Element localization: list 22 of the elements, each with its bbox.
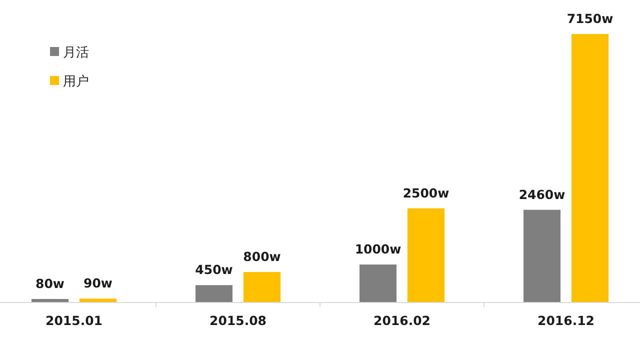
data-label: 800w bbox=[243, 249, 282, 264]
bar bbox=[408, 208, 444, 302]
data-label: 80w bbox=[36, 276, 65, 291]
bar bbox=[80, 298, 116, 302]
data-label: 2460w bbox=[518, 186, 566, 202]
x-tick-label: 2016.02 bbox=[374, 313, 430, 328]
x-tick-label: 2016.12 bbox=[538, 313, 594, 328]
bar bbox=[244, 272, 280, 302]
bar bbox=[524, 210, 560, 302]
data-label: 1000w bbox=[354, 242, 402, 257]
data-label: 2500w bbox=[402, 185, 450, 200]
bar bbox=[32, 299, 68, 302]
data-label: 7150w bbox=[566, 11, 614, 26]
bar bbox=[196, 285, 232, 302]
bar bbox=[360, 264, 396, 302]
data-label: 90w bbox=[84, 276, 113, 291]
data-label: 450w bbox=[195, 262, 234, 278]
legend-label: 用户 bbox=[63, 74, 89, 90]
x-tick-label: 2015.01 bbox=[46, 313, 102, 328]
bar bbox=[572, 34, 608, 302]
legend-label: 月活 bbox=[63, 46, 89, 60]
x-tick-label: 2015.08 bbox=[210, 313, 266, 328]
